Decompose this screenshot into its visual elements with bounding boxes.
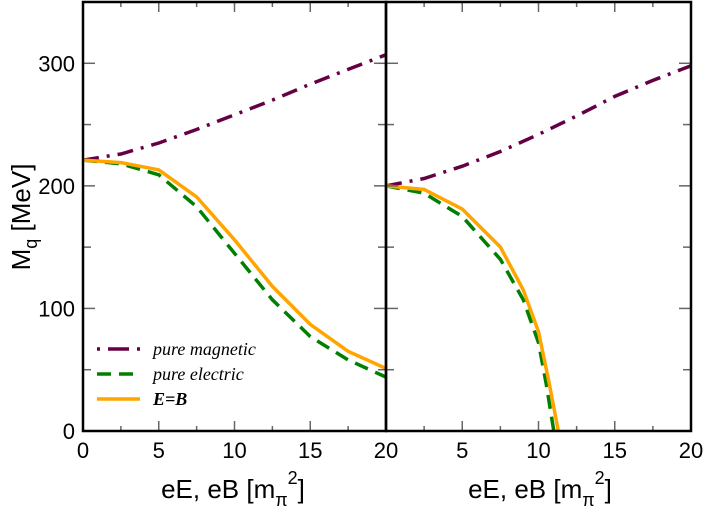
x-tick-label: 10	[526, 438, 550, 463]
x-tick-label: 5	[456, 438, 468, 463]
panel-right: 5 10 15 20	[384, 0, 703, 463]
y-tick-label: 300	[38, 51, 75, 76]
y-axis-label: Mq [MeV]	[6, 164, 41, 271]
x-tick-label: 10	[222, 438, 246, 463]
y-tick-label: 100	[38, 296, 75, 321]
x-axis-label-right: eE, eB [mπ2]	[468, 468, 612, 510]
legend-label: E=B	[152, 389, 187, 409]
series-dashed	[386, 184, 556, 431]
x-axis-label-left: eE, eB [mπ2]	[161, 468, 305, 510]
legend-label: pure electric	[151, 364, 244, 384]
plot-frame	[384, 0, 693, 433]
y-tick-label: 0	[63, 419, 75, 444]
legend: pure magnetic pure electric E=B	[97, 339, 256, 409]
series-pure-electric	[83, 158, 386, 379]
x-tick-label: 15	[603, 438, 627, 463]
x-tick-label: 5	[153, 438, 165, 463]
series-solid	[386, 184, 561, 431]
x-tick-label: 20	[374, 438, 398, 463]
series-e-b	[83, 158, 386, 371]
x-tick-label: 0	[77, 438, 89, 463]
series-dash-dot	[386, 64, 691, 188]
y-tick-label: 200	[38, 174, 75, 199]
x-tick-label: 20	[679, 438, 703, 463]
legend-label: pure magnetic	[151, 339, 256, 359]
x-tick-label: 15	[298, 438, 322, 463]
series-pure-magnetic	[83, 53, 386, 162]
